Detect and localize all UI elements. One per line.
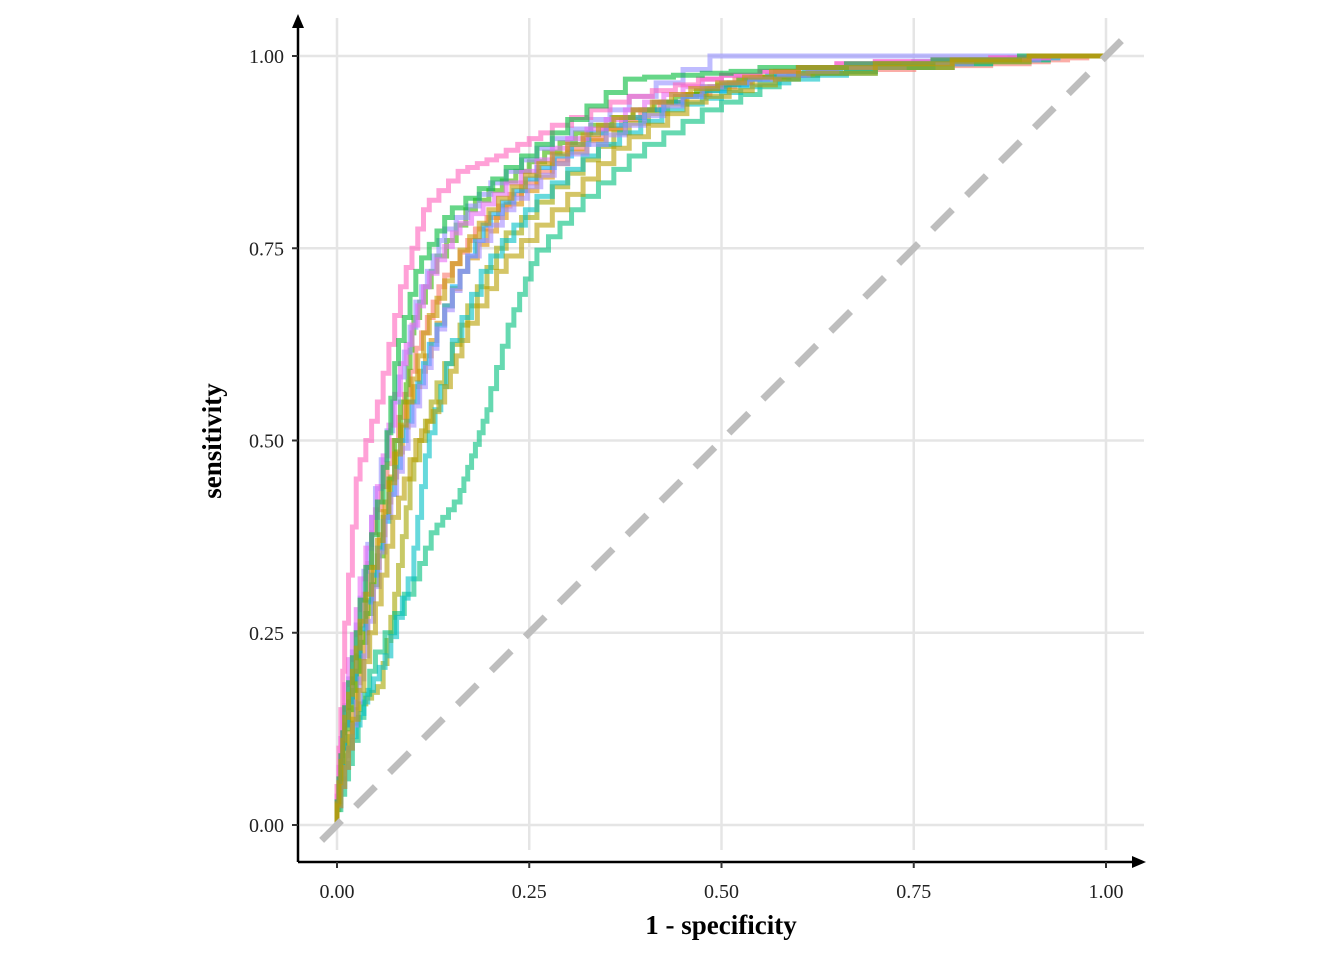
x-tick-label: 0.25 [512, 881, 547, 903]
x-tick-label: 0.75 [896, 881, 931, 903]
x-tick-label: 1.00 [1089, 881, 1124, 903]
roc-curve-resample-10 [334, 53, 1106, 825]
y-tick-label: 0.25 [249, 623, 284, 645]
y-tick-label: 0.50 [249, 431, 284, 453]
x-tick-label: 0.50 [704, 881, 739, 903]
y-axis-arrow-icon [292, 14, 304, 28]
y-tick-label: 1.00 [249, 46, 284, 68]
axes [292, 14, 1146, 868]
roc-curve-resample-14 [334, 53, 1106, 825]
roc-curves [334, 53, 1106, 825]
roc-curve-resample-13 [334, 53, 1106, 825]
x-axis-arrow-icon [1132, 856, 1146, 868]
x-axis-title: 1 - specificity [645, 910, 797, 940]
y-axis-title: sensitivity [197, 383, 227, 499]
y-tick-label: 0.00 [249, 815, 284, 837]
x-tick-label: 0.00 [320, 881, 355, 903]
y-tick-label: 0.75 [249, 238, 284, 260]
roc-curve-resample-5 [334, 53, 1106, 825]
roc-curve-resample-12 [334, 53, 1106, 825]
